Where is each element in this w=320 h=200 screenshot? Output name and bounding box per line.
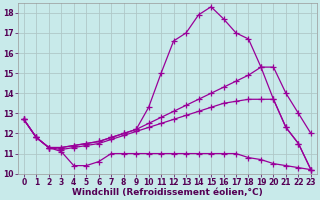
X-axis label: Windchill (Refroidissement éolien,°C): Windchill (Refroidissement éolien,°C) bbox=[72, 188, 263, 197]
